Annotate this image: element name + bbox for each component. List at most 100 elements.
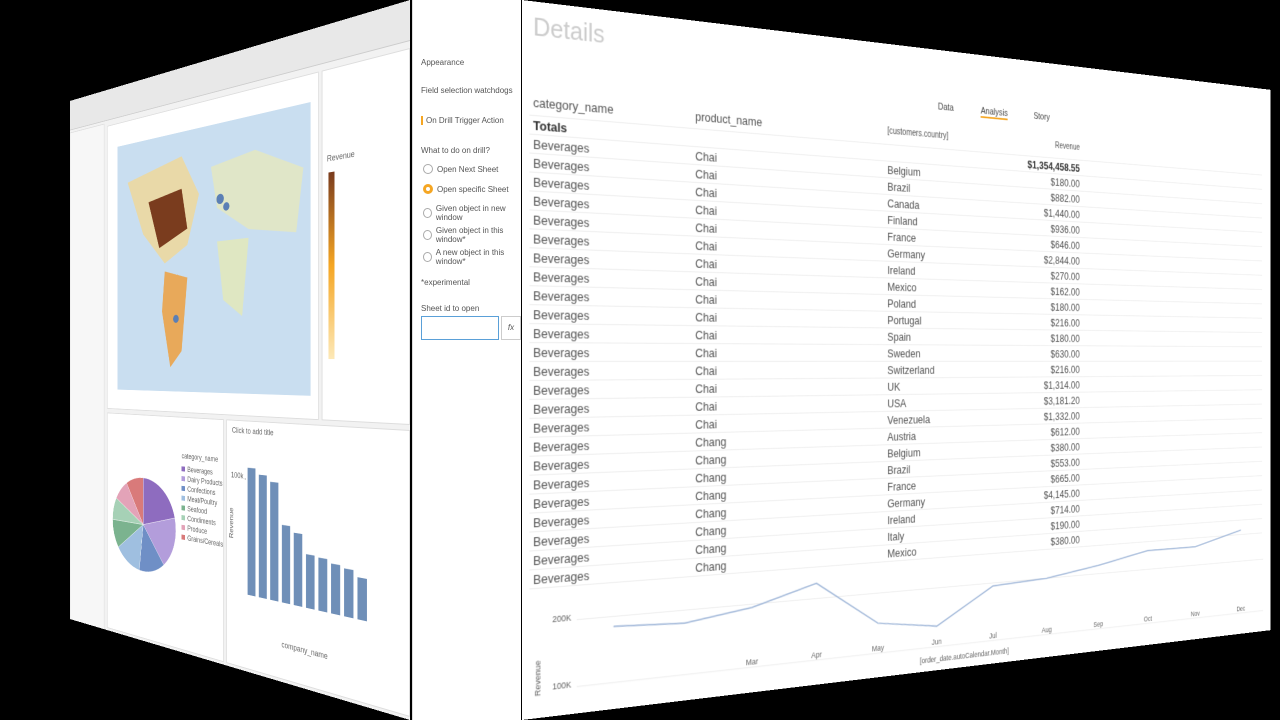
formula-button[interactable]: fx <box>501 316 521 340</box>
option-label: Given object in this window* <box>435 226 504 244</box>
cell: $216.00 <box>1050 316 1080 330</box>
cell: Ireland <box>887 512 916 527</box>
cell: Beverages <box>533 345 590 360</box>
sheet-title: Details <box>533 11 605 49</box>
cell: Beverages <box>533 382 590 398</box>
legend-swatch <box>181 495 186 501</box>
legend-gradient <box>328 171 335 360</box>
cell: Chang <box>695 540 727 557</box>
legend-swatch <box>181 466 186 472</box>
cell: Italy <box>887 529 905 544</box>
cell: Spain <box>887 330 911 344</box>
cell: Chai <box>695 292 718 307</box>
cell: France <box>887 479 916 494</box>
legend-swatch <box>181 515 186 521</box>
column-header[interactable]: [customers.country] <box>887 126 949 142</box>
legend-label: Seafood <box>187 504 207 516</box>
cell: Beverages <box>533 307 590 323</box>
cell: $612.00 <box>1050 425 1080 439</box>
property-item[interactable]: On Drill Trigger Action <box>421 116 504 125</box>
cell: Beverages <box>533 456 590 474</box>
tab[interactable]: Story <box>1033 111 1050 123</box>
column-header[interactable]: Revenue <box>1054 141 1080 153</box>
cell: Chai <box>695 310 718 325</box>
cell: Chang <box>695 469 727 486</box>
details-face: Details Data Analysis Story category_nam… <box>522 0 1271 720</box>
tab[interactable]: Data <box>937 101 954 114</box>
cell: Chai <box>695 381 718 396</box>
cell: Chai <box>695 202 718 218</box>
cell: $2,844.00 <box>1043 253 1080 268</box>
line-chart: 100K 200K Mar Apr May Jun Jul Aug Sep Oct Nov Dec Re… <box>533 518 1270 697</box>
property-item[interactable]: Appearance <box>421 58 465 67</box>
column-header[interactable]: product_name <box>695 109 763 130</box>
bar <box>331 563 341 616</box>
cell: Poland <box>887 296 916 311</box>
question: What to do on drill? <box>421 146 490 155</box>
x-axis-label: [order_date.autoCalendar.Month] <box>920 646 1009 665</box>
legend-swatch <box>181 485 186 492</box>
map <box>117 102 311 396</box>
cell: Chang <box>695 434 727 450</box>
bar <box>270 481 279 602</box>
cell: $646.00 <box>1050 238 1080 252</box>
cell: Beverages <box>533 512 590 531</box>
option[interactable]: Open Next Sheet <box>423 164 498 174</box>
option[interactable]: A new object in this window* <box>423 248 521 266</box>
cell: Chai <box>695 327 718 343</box>
cell: $936.00 <box>1050 222 1080 237</box>
legend-title: category_name <box>182 451 219 464</box>
legend-swatch <box>181 524 186 531</box>
cell: $380.00 <box>1050 440 1080 454</box>
x-tick-label: Aug <box>1042 625 1052 635</box>
cell: Chai <box>695 166 718 183</box>
pie-panel: category_name Beverages Dairy Products Conf… <box>107 412 224 663</box>
bar <box>281 524 291 605</box>
cell: Belgium <box>887 445 921 461</box>
sheet-id-input[interactable] <box>421 316 499 340</box>
option[interactable]: Given object in new window <box>423 204 521 222</box>
cell: $553.00 <box>1050 456 1080 470</box>
property-item[interactable]: Field selection watchdogs <box>421 86 513 95</box>
map-water <box>117 102 311 396</box>
y-tick-label: 200K <box>552 612 571 624</box>
option[interactable]: Given object in this window* <box>423 226 521 244</box>
cell: Chai <box>695 399 718 414</box>
sheet-face: Revenue category_name Beverages Dairy Prod… <box>69 0 410 720</box>
properties-panel: Appearance Field selection watchdogs On … <box>412 0 521 720</box>
legend-label: Grains/Cereals <box>187 533 223 549</box>
cell: Chang <box>695 452 727 468</box>
legend-swatch <box>181 534 186 540</box>
x-tick-label: Jun <box>932 637 942 647</box>
y-axis-label: Revenue <box>533 660 542 697</box>
bar <box>305 554 315 610</box>
y-tick-label: 100k <box>231 470 244 481</box>
cell: Chang <box>695 505 727 522</box>
option[interactable]: Open specific Sheet <box>423 184 509 194</box>
cell: Chang <box>695 487 727 504</box>
tab[interactable]: Analysis <box>980 105 1008 121</box>
cell: Chai <box>695 345 718 360</box>
bar <box>357 577 367 622</box>
option-label: A new object in this window* <box>435 248 505 266</box>
table-row[interactable]: Beverages Chai Sweden $630.00 <box>529 343 1263 362</box>
column-header[interactable]: category_name <box>533 94 614 117</box>
cell: Switzerland <box>887 363 935 377</box>
cell: $162.00 <box>1050 285 1080 299</box>
cell: Austria <box>887 429 916 444</box>
cell: Beverages <box>533 475 590 493</box>
grid-line <box>577 559 1263 620</box>
table: category_name product_name [customers.co… <box>529 92 1263 590</box>
y-axis-label: Revenue <box>228 507 235 539</box>
cell: Beverages <box>533 419 590 436</box>
legend-label: Condiments <box>187 514 216 528</box>
cell: Beverages <box>533 326 590 342</box>
cell: $630.00 <box>1050 347 1080 360</box>
sidebar <box>69 123 105 631</box>
bar <box>258 474 267 599</box>
legend-label: Produce <box>187 524 207 537</box>
x-tick-label: Dec <box>1237 604 1246 613</box>
legend-label: Dairy Products <box>187 475 222 489</box>
